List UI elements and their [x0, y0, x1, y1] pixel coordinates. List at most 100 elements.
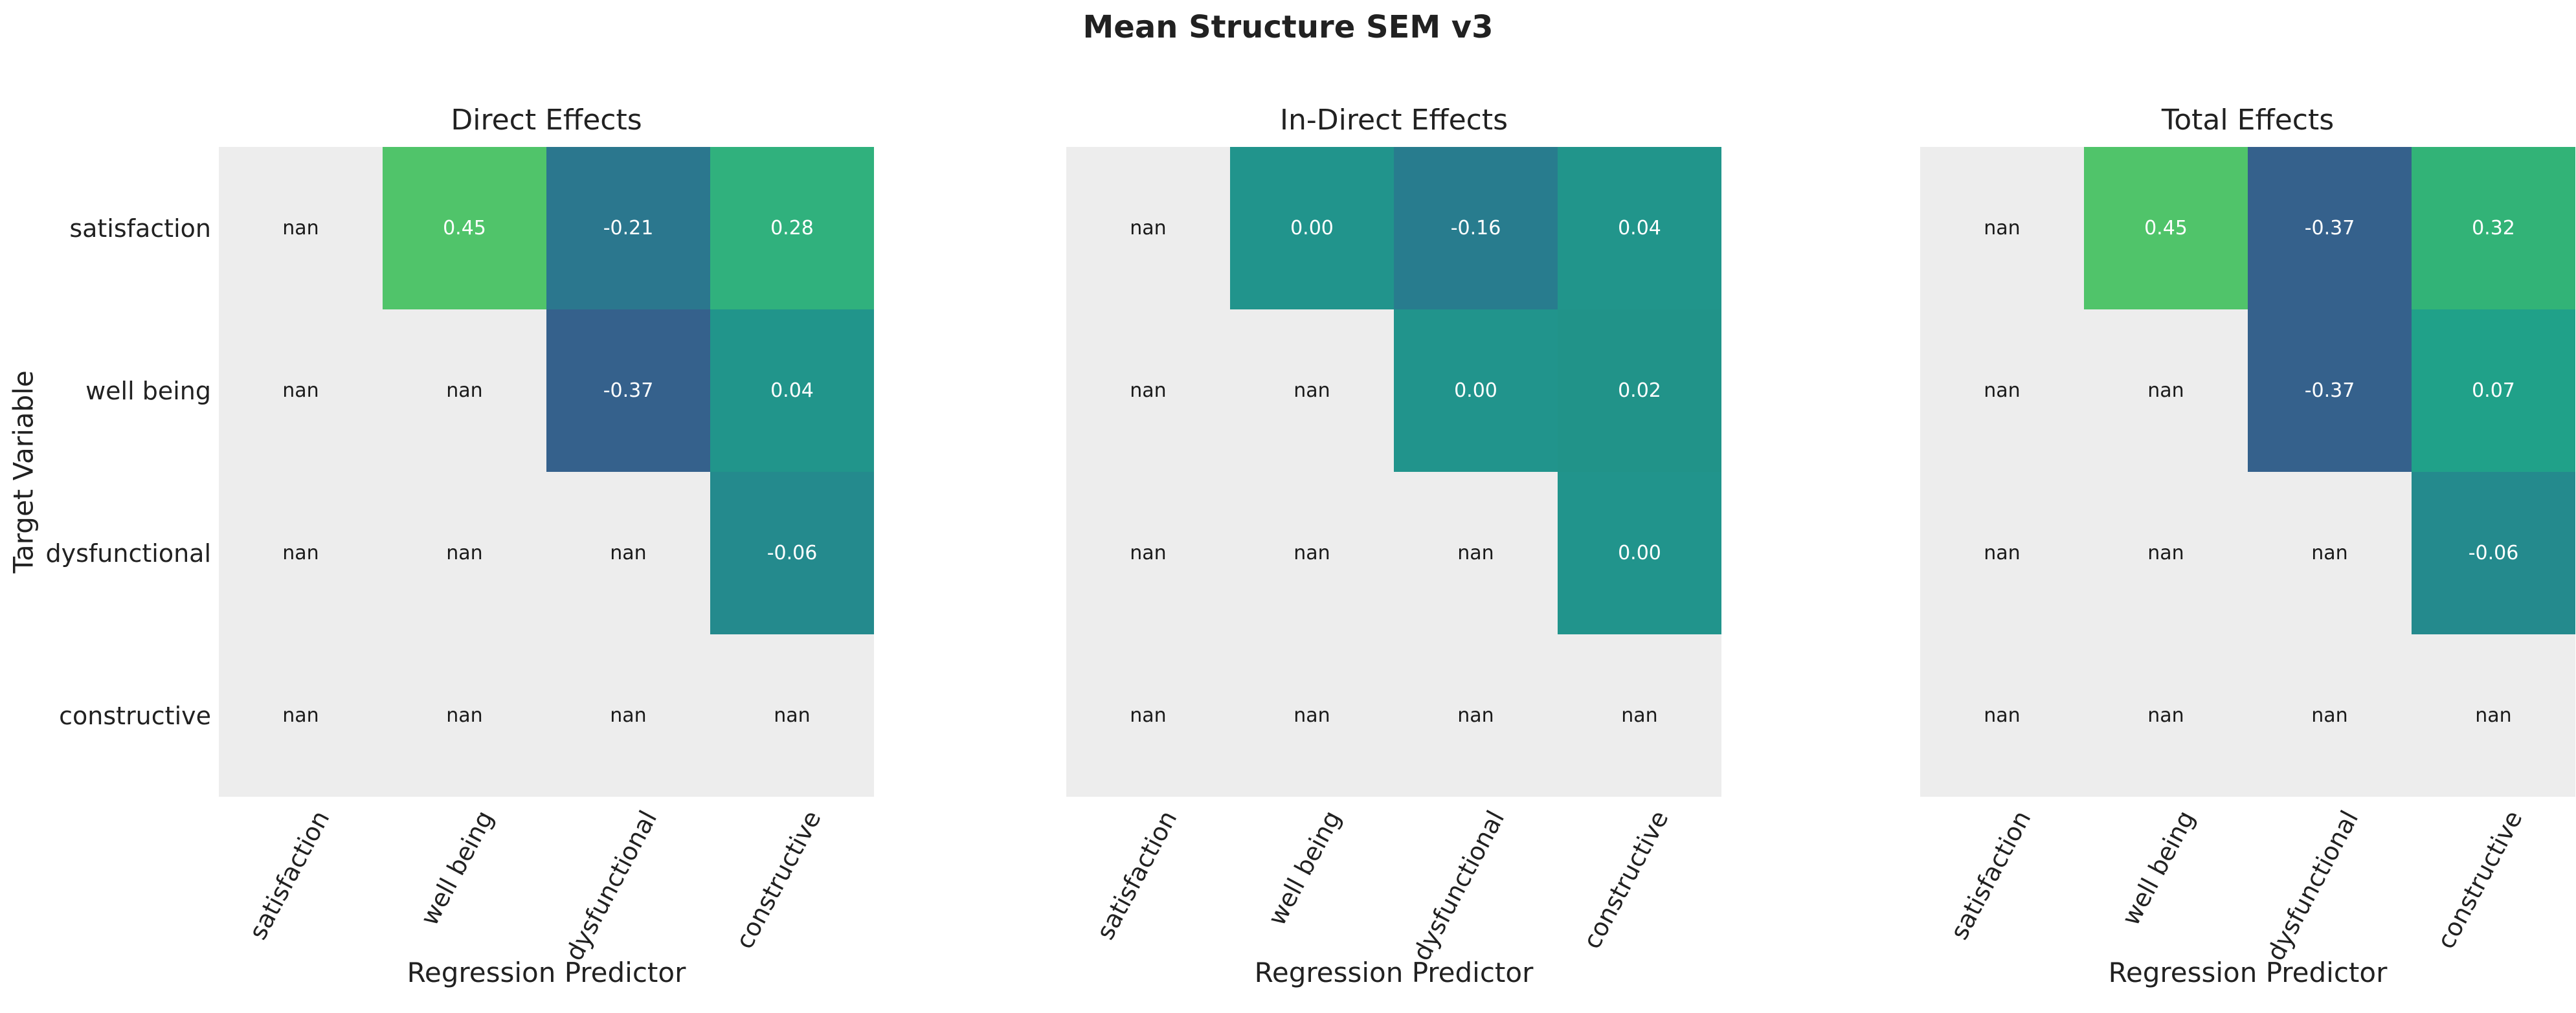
heatmap-cell: -0.21 [546, 147, 710, 309]
heatmap-cell: -0.06 [2412, 472, 2575, 634]
x-tick-label: dysfunctional [1407, 806, 1510, 966]
x-tick-label: satisfaction [1944, 806, 2037, 944]
heatmap-grid: nan 0.45 -0.37 0.32 nan nan -0.37 0.07 nan nan nan… [1920, 147, 2575, 797]
heatmap-cell: 0.04 [710, 309, 874, 472]
y-tick-label: well being [85, 376, 211, 405]
cell-value: nan [1130, 217, 1167, 239]
x-axis-label: Regression Predictor [1254, 957, 1534, 988]
heatmap-cell: nan [1066, 634, 1230, 797]
cell-value: nan [1130, 704, 1167, 727]
heatmap-cell: 0.45 [383, 147, 546, 309]
heatmap-cell: nan [1558, 634, 1721, 797]
heatmap-cell: nan [219, 634, 383, 797]
cell-value: nan [1130, 379, 1167, 402]
cell-value: 0.00 [1454, 379, 1497, 402]
heatmap-cell: nan [546, 472, 710, 634]
subplot-title: Direct Effects [451, 104, 642, 137]
cell-value: nan [282, 542, 319, 564]
x-tick-label: constructive [730, 806, 827, 954]
cell-value: nan [2475, 704, 2512, 727]
heatmap-cell: 0.00 [1558, 472, 1721, 634]
cell-value: nan [1984, 542, 2021, 564]
heatmap-cell: nan [1230, 634, 1394, 797]
x-tick-label: well being [2116, 806, 2201, 930]
cell-value: 0.07 [2472, 379, 2515, 402]
heatmap-cell: -0.37 [546, 309, 710, 472]
heatmap-cell: nan [2084, 634, 2248, 797]
cell-value: 0.04 [1618, 217, 1661, 239]
cell-value: nan [1130, 542, 1167, 564]
cell-value: nan [774, 704, 811, 727]
cell-value: nan [446, 379, 483, 402]
heatmap-cell: nan [2084, 309, 2248, 472]
cell-value: 0.45 [443, 217, 486, 239]
cell-value: nan [1294, 704, 1330, 727]
heatmap-cell: nan [1920, 147, 2084, 309]
cell-value: -0.06 [767, 542, 818, 564]
heatmap-cell: nan [219, 309, 383, 472]
subplot-title: In-Direct Effects [1279, 104, 1508, 137]
cell-value: 0.02 [1618, 379, 1661, 402]
cell-value: nan [1457, 542, 1494, 564]
heatmap-cell: -0.37 [2248, 309, 2412, 472]
cell-value: nan [2147, 379, 2184, 402]
cell-value: -0.37 [2304, 217, 2355, 239]
heatmap-cell: nan [2248, 634, 2412, 797]
cell-value: -0.37 [603, 379, 654, 402]
heatmap-cell: nan [383, 309, 546, 472]
heatmap-cell: nan [1394, 634, 1558, 797]
cell-value: nan [282, 379, 319, 402]
heatmap-cell: 0.02 [1558, 309, 1721, 472]
cell-value: nan [1457, 704, 1494, 727]
cell-value: 0.28 [770, 217, 814, 239]
heatmap-cell: nan [2084, 472, 2248, 634]
cell-value: nan [446, 704, 483, 727]
heatmap-cell: nan [2412, 634, 2575, 797]
heatmap-cell: 0.32 [2412, 147, 2575, 309]
heatmap-cell: nan [1920, 309, 2084, 472]
cell-value: -0.06 [2468, 542, 2519, 564]
x-tick-label: dysfunctional [559, 806, 663, 966]
heatmap-cell: nan [219, 147, 383, 309]
cell-value: nan [282, 217, 319, 239]
x-tick-label: well being [414, 806, 499, 930]
subplot-title: Total Effects [2161, 104, 2335, 137]
x-tick-label: satisfaction [243, 806, 335, 944]
cell-value: nan [282, 704, 319, 727]
heatmap-cell: -0.06 [710, 472, 874, 634]
heatmap-cell: -0.16 [1394, 147, 1558, 309]
cell-value: nan [1294, 542, 1330, 564]
cell-value: 0.00 [1618, 542, 1661, 564]
heatmap-cell: nan [1230, 472, 1394, 634]
heatmap-cell: 0.04 [1558, 147, 1721, 309]
cell-value: nan [446, 542, 483, 564]
cell-value: nan [1621, 704, 1658, 727]
cell-value: -0.21 [603, 217, 654, 239]
cell-value: -0.37 [2304, 379, 2355, 402]
cell-value: nan [1984, 217, 2021, 239]
cell-value: 0.00 [1290, 217, 1334, 239]
heatmap-cell: nan [546, 634, 710, 797]
heatmap-cell: nan [1230, 309, 1394, 472]
x-tick-label: satisfaction [1090, 806, 1183, 944]
cell-value: nan [2311, 542, 2348, 564]
figure-title: Mean Structure SEM v3 [1082, 9, 1494, 45]
heatmap-cell: nan [383, 634, 546, 797]
heatmap-cell: 0.45 [2084, 147, 2248, 309]
y-tick-label: satisfaction [69, 214, 211, 243]
heatmap-cell: nan [383, 472, 546, 634]
cell-value: nan [1294, 379, 1330, 402]
heatmap-cell: nan [710, 634, 874, 797]
cell-value: nan [610, 542, 647, 564]
heatmap-cell: nan [219, 472, 383, 634]
x-tick-label: constructive [2431, 806, 2528, 954]
y-tick-label: constructive [59, 701, 211, 730]
x-tick-label: well being [1262, 806, 1347, 930]
x-axis-label: Regression Predictor [407, 957, 686, 988]
cell-value: -0.16 [1450, 217, 1501, 239]
y-tick-label: dysfunctional [45, 539, 211, 568]
cell-value: nan [2147, 704, 2184, 727]
heatmap-cell: 0.28 [710, 147, 874, 309]
cell-value: nan [610, 704, 647, 727]
